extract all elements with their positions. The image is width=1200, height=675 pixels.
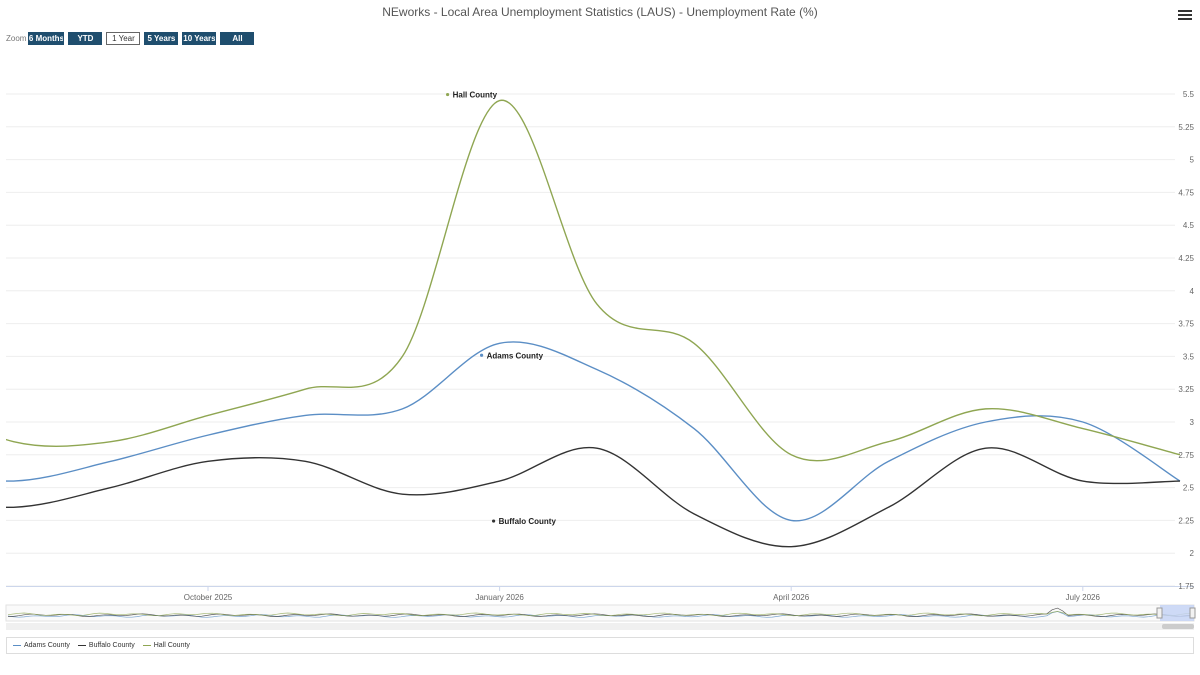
menu-bar-icon (1178, 18, 1192, 20)
legend-swatch (13, 645, 21, 646)
zoom-all-button[interactable]: All (220, 31, 255, 45)
y-tick-label: 5.5 (1183, 90, 1195, 99)
x-tick-label: October 2025 (184, 593, 233, 602)
legend: Adams County Buffalo County Hall County (6, 637, 1194, 654)
navigator-right-handle[interactable] (1189, 607, 1196, 619)
legend-swatch (77, 645, 86, 646)
y-tick-label: 5 (1190, 156, 1195, 165)
y-tick-label: 3.5 (1183, 352, 1195, 361)
legend-item-buffalo-county[interactable]: Buffalo County (77, 642, 135, 649)
y-tick-label: 2.5 (1183, 484, 1195, 493)
zoom-6-months-button[interactable]: 6 Months (28, 31, 65, 45)
zoom-label: Zoom (6, 33, 27, 43)
annotation-dot (492, 519, 496, 523)
y-tick-label: 4.75 (1178, 188, 1194, 197)
legend-swatch (142, 645, 151, 646)
series-line-hall-county (6, 99, 1181, 462)
y-axis-ticks: 1.75 2 2.25 2.5 2.75 3 3.25 3.5 3.75 4 4.25 4.5 4.75… (1178, 90, 1194, 591)
series-line-adams-county (6, 341, 1181, 522)
menu-bar-icon (1178, 14, 1192, 16)
y-tick-label: 1.75 (1178, 582, 1194, 591)
series-line-buffalo-county (6, 446, 1181, 548)
x-tick-label: July 2026 (1066, 593, 1101, 602)
legend-label: Hall County (153, 642, 190, 649)
y-tick-label: 2.25 (1178, 516, 1194, 525)
navigator-scrollbar[interactable] (6, 623, 1194, 630)
y-tick-label: 2.75 (1178, 451, 1194, 460)
x-axis-ticks: October 2025 January 2026 April 2026 July 2… (184, 586, 1101, 602)
annotation-dot (446, 92, 450, 97)
navigator-line (8, 607, 1193, 617)
navigator-scrollbar-thumb[interactable] (1162, 624, 1194, 629)
y-tick-label: 4 (1190, 287, 1195, 296)
x-tick-label: April 2026 (773, 593, 810, 602)
zoom-10-years-button[interactable]: 10 Years (182, 31, 217, 45)
menu-bar-icon (1178, 10, 1192, 12)
annotation-label: Buffalo County (499, 517, 557, 526)
y-tick-label: 3.75 (1178, 320, 1194, 329)
annotation-dot (480, 353, 484, 357)
y-tick-label: 4.25 (1178, 254, 1194, 263)
navigator[interactable] (5, 604, 1196, 630)
navigator-background (5, 604, 1195, 622)
series-annotations: Hall County Adams County Buffalo County (446, 91, 556, 526)
y-tick-label: 5.25 (1178, 123, 1194, 132)
annotation-label: Hall County (453, 91, 498, 100)
y-tick-label: 2 (1190, 549, 1195, 558)
y-tick-label: 3 (1190, 418, 1195, 427)
zoom-ytd-button[interactable]: YTD (68, 31, 103, 45)
y-tick-label: 3.25 (1178, 385, 1194, 394)
navigator-lines (7, 607, 1193, 618)
zoom-5-years-button[interactable]: 5 Years (144, 31, 179, 45)
hamburger-menu-icon[interactable] (1178, 8, 1192, 22)
legend-item-hall-county[interactable]: Hall County (142, 642, 190, 649)
zoom-bar: Zoom 6 Months YTD 1 Year 5 Years 10 Year… (6, 31, 258, 45)
legend-item-adams-county[interactable]: Adams County (13, 642, 70, 649)
annotation-label: Adams County (487, 351, 544, 360)
navigator-line (7, 611, 1193, 617)
navigator-selection[interactable] (1160, 605, 1194, 621)
line-chart: 1.75 2 2.25 2.5 2.75 3 3.25 3.5 3.75 4 4.25 4.5 4.75… (5, 90, 1196, 630)
navigator-left-handle[interactable] (1156, 607, 1163, 619)
legend-label: Adams County (24, 642, 70, 649)
y-tick-label: 4.5 (1183, 221, 1195, 230)
x-tick-label: January 2026 (475, 593, 524, 602)
grid-lines (6, 93, 1194, 587)
legend-label: Buffalo County (88, 642, 135, 649)
chart-title: NEworks - Local Area Unemployment Statis… (382, 5, 818, 19)
series-lines (6, 99, 1181, 548)
zoom-1-year-button[interactable]: 1 Year (106, 31, 141, 45)
